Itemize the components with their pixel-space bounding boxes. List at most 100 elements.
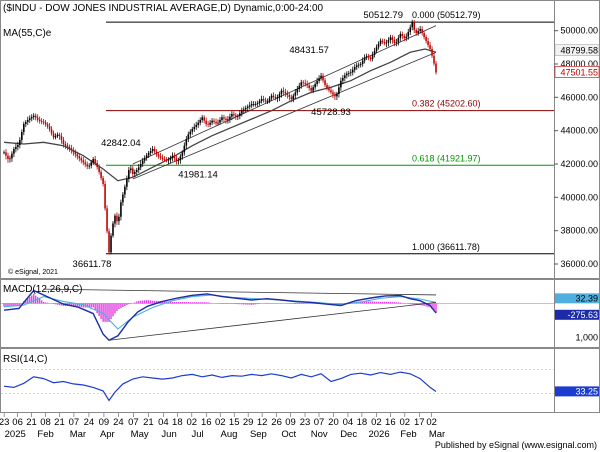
x-month-label: Feb: [37, 429, 53, 440]
channel-line: [132, 51, 437, 180]
candle-body: [250, 104, 253, 106]
candle-body: [369, 57, 372, 59]
candle-body: [302, 82, 305, 84]
candle-body: [429, 45, 431, 49]
x-day-label: 23: [0, 417, 9, 428]
x-day-label: 16: [201, 417, 212, 428]
price-tick-label: 50000.00: [560, 26, 598, 36]
candle-body: [106, 208, 108, 232]
price-tick-label: 36000.00: [560, 259, 598, 269]
candle-body: [90, 162, 92, 166]
candle-body: [280, 90, 283, 94]
candle-body: [56, 134, 59, 136]
candle-body: [349, 72, 352, 74]
candle-body: [371, 55, 374, 59]
candle-body: [342, 78, 344, 81]
price-annotation: 36611.78: [73, 259, 112, 270]
price-tick-label: 46000.00: [560, 92, 598, 102]
candle-body: [237, 116, 239, 117]
candle-body: [133, 172, 136, 174]
candle-body: [86, 164, 89, 167]
candle-body: [246, 106, 249, 108]
candle-body: [278, 94, 281, 98]
candle-body: [419, 29, 421, 31]
price-tick-label: 40000.00: [560, 192, 598, 202]
rsi-layer: 33.25: [1, 369, 599, 402]
candle-body: [100, 172, 102, 178]
candle-body: [219, 120, 221, 123]
candle-body: [308, 85, 310, 88]
macd-signal-line: [3, 294, 437, 330]
candle-body: [145, 155, 148, 158]
x-day-label: 09: [99, 417, 110, 428]
candle-body: [351, 69, 354, 73]
candle-body: [30, 117, 33, 119]
x-day-label: 02: [426, 417, 437, 428]
fib-level-label: 0.000 (50512.79): [412, 10, 481, 20]
macd-title: MACD(12,26,9,C): [3, 284, 82, 295]
last-price-label: 48799.58: [560, 46, 598, 56]
candle-body: [130, 168, 132, 171]
candle-body: [161, 157, 164, 159]
candle-body: [11, 153, 13, 159]
x-month-label: Dec: [340, 429, 357, 440]
macd-trendline: [108, 302, 437, 341]
candle-body: [403, 36, 406, 38]
candle-body: [229, 116, 231, 120]
candle-body: [336, 94, 338, 97]
candle-body: [132, 168, 134, 174]
candle-body: [264, 100, 267, 102]
rsi-panel-frame: [0, 348, 555, 413]
candle-body: [389, 37, 392, 40]
chart-title: ($INDU - DOW JONES INDUSTRIAL AVERAGE,D)…: [3, 3, 324, 14]
x-day-label: 07: [314, 417, 325, 428]
candle-body: [330, 90, 332, 93]
price-tick-label: 42000.00: [560, 159, 598, 169]
x-month-label: 2025: [5, 429, 26, 440]
candle-body: [316, 81, 318, 84]
candle-body: [116, 215, 118, 222]
current-price-label: 47501.55: [560, 67, 598, 77]
candle-body: [52, 133, 55, 138]
candle-body: [21, 132, 23, 140]
candle-body: [205, 120, 207, 124]
candle-body: [78, 156, 81, 159]
candle-body: [274, 97, 277, 99]
x-day-label: 21: [54, 417, 65, 428]
candle-body: [165, 159, 168, 161]
candle-body: [50, 129, 53, 134]
price-annotation: 42842.04: [101, 138, 141, 149]
candle-body: [399, 34, 402, 38]
candle-body: [169, 157, 172, 160]
candle-body: [363, 57, 366, 61]
candle-body: [332, 92, 334, 95]
candle-body: [201, 117, 203, 120]
rsi-scale-frame: [554, 348, 600, 413]
candle-body: [401, 34, 404, 36]
macd-tick-label: 1,000: [575, 332, 598, 342]
candle-body: [379, 40, 382, 44]
x-day-label: 18: [172, 417, 183, 428]
candle-body: [179, 156, 182, 161]
x-day-label: 18: [357, 417, 368, 428]
candle-body: [286, 93, 289, 95]
candle-body: [187, 134, 190, 139]
price-panel-frame: [0, 0, 555, 279]
candle-body: [175, 158, 178, 161]
candle-body: [24, 122, 27, 124]
candle-body: [64, 144, 67, 146]
candle-body: [42, 121, 45, 123]
candle-body: [122, 194, 124, 203]
price-annotation: 45728.93: [311, 107, 351, 118]
x-month-label: Apr: [100, 429, 115, 440]
candle-body: [233, 114, 235, 116]
candle-body: [411, 22, 414, 28]
candle-body: [359, 64, 362, 65]
watermark: © eSignal, 2021: [8, 268, 58, 276]
candle-body: [191, 129, 194, 132]
candle-body: [139, 164, 142, 168]
candle-body: [173, 155, 176, 159]
candle-body: [425, 37, 427, 41]
macd-signal-value-box: [555, 293, 599, 304]
candle-body: [135, 170, 138, 172]
